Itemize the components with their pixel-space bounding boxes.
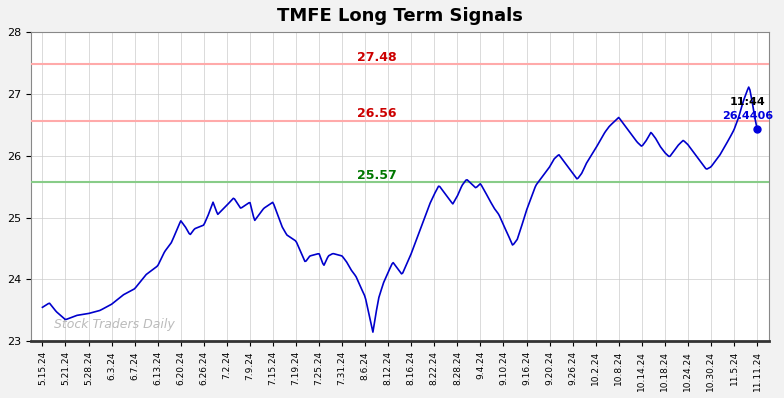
Text: 26.56: 26.56: [357, 107, 397, 121]
Text: 25.57: 25.57: [357, 169, 397, 181]
Text: 26.4406: 26.4406: [722, 111, 773, 121]
Text: Stock Traders Daily: Stock Traders Daily: [54, 318, 175, 331]
Text: 27.48: 27.48: [357, 51, 397, 64]
Title: TMFE Long Term Signals: TMFE Long Term Signals: [277, 7, 523, 25]
Text: 11:44: 11:44: [730, 97, 766, 107]
